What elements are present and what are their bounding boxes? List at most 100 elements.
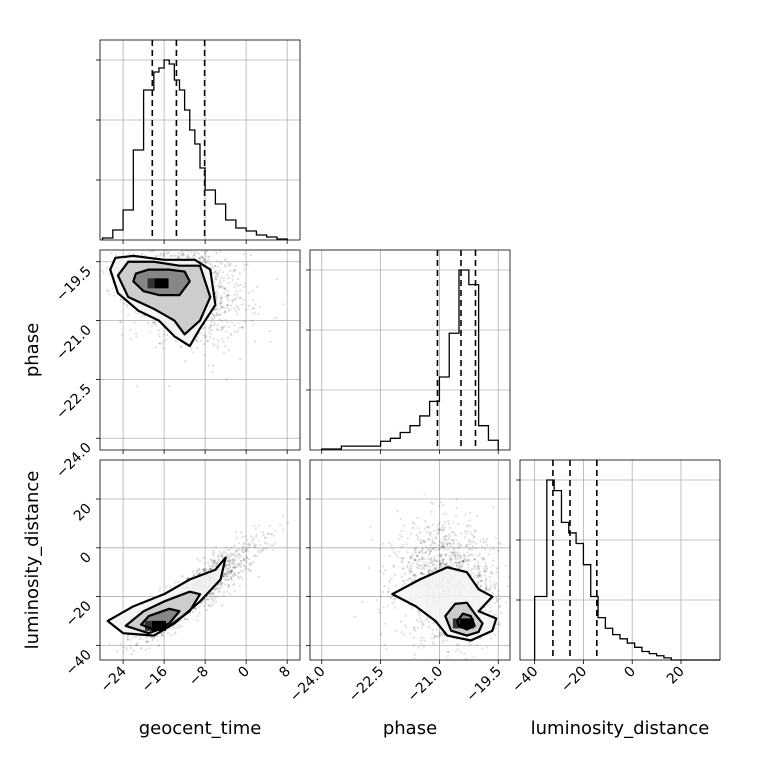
scatter-point: [140, 314, 143, 317]
scatter-point: [222, 325, 225, 329]
scatter-point: [455, 563, 458, 567]
scatter-point: [195, 570, 198, 573]
scatter-point: [405, 543, 408, 546]
scatter-point: [400, 535, 403, 538]
scatter-point: [220, 582, 223, 585]
scatter-point: [482, 558, 485, 561]
scatter-point: [382, 542, 385, 545]
scatter-point: [486, 603, 490, 607]
scatter-point: [223, 575, 226, 578]
scatter-point: [234, 551, 237, 554]
scatter-point: [239, 575, 242, 578]
scatter-point: [186, 576, 190, 580]
scatter-point: [462, 560, 465, 563]
scatter-point: [245, 547, 248, 550]
scatter-point: [498, 622, 501, 625]
scatter-point: [151, 321, 154, 324]
scatter-point: [244, 535, 247, 538]
scatter-point: [236, 329, 240, 332]
scatter-point: [228, 548, 231, 552]
scatter-point: [146, 230, 148, 232]
scatter-point: [87, 256, 89, 258]
panel-luminosity-distance-vs-phase: [309, 459, 511, 661]
scatter-point: [494, 613, 497, 616]
scatter-point: [384, 622, 387, 625]
scatter-point: [135, 385, 139, 388]
scatter-point: [434, 559, 437, 562]
scatter-point: [440, 565, 443, 568]
scatter-point: [243, 263, 247, 267]
scatter-point: [153, 637, 156, 640]
scatter-point: [242, 545, 246, 548]
scatter-point: [500, 543, 503, 546]
scatter-point: [239, 563, 242, 566]
scatter-point: [237, 577, 240, 580]
scatter-point: [167, 251, 170, 254]
scatter-point: [179, 243, 181, 245]
scatter-point: [219, 299, 223, 302]
scatter-point: [443, 565, 446, 568]
scatter-point: [431, 548, 434, 551]
scatter-point: [411, 526, 414, 530]
scatter-point: [234, 530, 237, 533]
scatter-point: [422, 636, 425, 639]
scatter-point: [212, 271, 215, 274]
scatter-point: [190, 237, 192, 239]
scatter-point: [159, 253, 162, 256]
scatter-point: [439, 634, 442, 637]
scatter-point: [439, 563, 442, 567]
scatter-point: [442, 538, 445, 542]
scatter-point: [193, 607, 197, 610]
scatter-point: [429, 531, 432, 535]
scatter-point: [147, 240, 149, 242]
scatter-point: [214, 545, 218, 548]
scatter-point: [424, 618, 428, 622]
scatter-point: [411, 573, 414, 577]
scatter-point: [95, 656, 97, 658]
scatter-point: [230, 554, 233, 558]
scatter-point: [416, 516, 419, 520]
scatter-point: [134, 635, 137, 638]
scatter-point: [102, 272, 105, 275]
scatter-point: [179, 251, 182, 254]
scatter-point: [214, 274, 217, 277]
scatter-point: [186, 250, 189, 253]
scatter-point: [218, 301, 222, 304]
scatter-point: [272, 534, 275, 537]
scatter-point: [391, 602, 394, 605]
scatter-point: [180, 575, 183, 578]
scatter-point: [245, 556, 248, 560]
scatter-point: [249, 562, 252, 565]
scatter-point: [237, 541, 241, 545]
scatter-point: [421, 557, 424, 561]
scatter-point: [221, 306, 224, 309]
scatter-point: [181, 250, 184, 253]
scatter-point: [237, 575, 240, 578]
scatter-point: [242, 556, 245, 560]
scatter-point: [495, 567, 498, 570]
scatter-point: [405, 625, 408, 628]
scatter-point: [361, 600, 364, 603]
scatter-point: [231, 558, 234, 562]
scatter-point: [233, 330, 236, 333]
scatter-point: [173, 633, 176, 636]
scatter-point: [442, 563, 446, 567]
scatter-point: [484, 577, 488, 581]
scatter-point: [112, 243, 114, 245]
scatter-point: [467, 641, 470, 644]
scatter-point: [187, 255, 190, 258]
scatter-point: [451, 562, 454, 566]
scatter-point: [423, 567, 426, 570]
scatter-point: [203, 567, 206, 571]
scatter-point: [467, 566, 470, 569]
scatter-point: [448, 558, 452, 562]
scatter-point: [466, 530, 469, 533]
scatter-point: [263, 541, 267, 544]
scatter-point: [498, 605, 501, 608]
scatter-point: [188, 256, 192, 259]
scatter-point: [430, 569, 433, 572]
scatter-point: [137, 230, 139, 232]
scatter-point: [233, 297, 236, 300]
scatter-point: [228, 557, 231, 560]
